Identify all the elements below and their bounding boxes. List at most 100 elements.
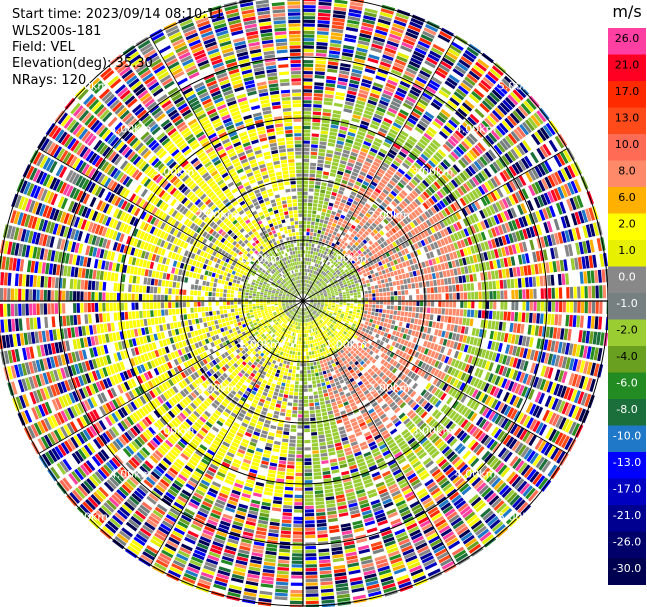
velocity-cell <box>310 225 315 229</box>
velocity-cell <box>303 107 312 111</box>
velocity-cell <box>303 210 307 214</box>
velocity-cell <box>312 126 320 130</box>
velocity-cell <box>308 250 311 254</box>
velocity-cell <box>325 86 335 91</box>
velocity-cell <box>306 268 308 272</box>
velocity-cell <box>312 236 316 240</box>
velocity-cell <box>320 189 326 194</box>
velocity-cell <box>303 19 316 24</box>
velocity-cell <box>327 61 339 66</box>
velocity-cell <box>303 38 315 42</box>
velocity-cell <box>319 145 327 149</box>
velocity-cell <box>303 78 313 82</box>
velocity-cell <box>318 0 332 3</box>
velocity-cell <box>304 272 306 276</box>
velocity-cell <box>314 82 324 86</box>
velocity-cell <box>306 235 310 240</box>
velocity-cell <box>324 90 335 95</box>
velocity-cell <box>315 222 319 226</box>
velocity-cell <box>303 8 316 13</box>
velocity-cell <box>313 100 323 105</box>
velocity-cell <box>305 272 308 276</box>
velocity-cell <box>303 202 308 206</box>
velocity-cell <box>303 191 308 195</box>
velocity-cell <box>313 196 319 200</box>
velocity-cell <box>303 140 310 144</box>
velocity-cell <box>303 243 306 247</box>
velocity-cell <box>303 221 307 225</box>
velocity-cell <box>316 42 328 46</box>
velocity-cell <box>304 287 306 291</box>
velocity-cell <box>317 12 331 17</box>
velocity-cell <box>303 133 311 137</box>
velocity-cell <box>311 221 315 225</box>
velocity-cell <box>314 74 325 79</box>
velocity-cell <box>317 207 322 212</box>
velocity-cell <box>313 89 324 94</box>
velocity-cell <box>327 64 338 70</box>
velocity-cell <box>321 182 327 187</box>
velocity-cell <box>303 180 309 184</box>
velocity-cell <box>305 254 308 258</box>
velocity-cell <box>316 38 328 43</box>
velocity-cell <box>317 159 324 164</box>
velocity-cell <box>319 193 325 197</box>
velocity-cell <box>310 250 314 255</box>
velocity-cell <box>330 32 343 37</box>
velocity-cell <box>303 235 306 239</box>
velocity-cell <box>304 279 305 283</box>
velocity-cell <box>326 79 336 84</box>
velocity-cell <box>312 111 322 116</box>
velocity-cell <box>318 5 332 10</box>
velocity-cell <box>304 265 307 269</box>
velocity-cell <box>310 228 314 233</box>
velocity-cell <box>308 184 315 189</box>
velocity-cell <box>303 63 314 67</box>
velocity-cell <box>330 39 342 44</box>
velocity-cell <box>304 290 306 294</box>
velocity-cell <box>310 151 318 156</box>
velocity-cell <box>311 140 319 145</box>
velocity-cell <box>307 269 310 273</box>
velocity-cell <box>324 94 334 99</box>
velocity-cell <box>303 122 311 126</box>
velocity-cell <box>317 23 330 28</box>
velocity-cell <box>313 96 323 101</box>
velocity-cell <box>304 276 306 280</box>
velocity-cell <box>314 192 320 196</box>
velocity-cell <box>307 257 310 262</box>
velocity-cell <box>320 185 327 190</box>
velocity-cell <box>303 71 313 75</box>
velocity-cell <box>308 265 311 269</box>
velocity-cell <box>311 214 316 218</box>
velocity-cell <box>313 104 322 108</box>
velocity-cell <box>307 217 311 221</box>
velocity-cell <box>315 60 326 65</box>
velocity-cell <box>320 130 329 135</box>
velocity-cell <box>318 200 324 205</box>
velocity-cell <box>308 199 313 203</box>
velocity-cell <box>308 243 312 247</box>
velocity-cell <box>316 214 321 219</box>
velocity-cell <box>312 210 317 215</box>
velocity-cell <box>329 50 341 55</box>
velocity-cell <box>317 27 330 32</box>
velocity-cell <box>314 71 325 76</box>
velocity-cell <box>303 0 316 2</box>
velocity-cell <box>309 258 312 262</box>
velocity-cell <box>308 246 311 251</box>
velocity-cell <box>303 52 314 56</box>
velocity-cell <box>333 10 346 15</box>
velocity-cell <box>329 46 341 52</box>
velocity-cell <box>309 166 316 170</box>
velocity-cell <box>308 195 313 199</box>
velocity-cell <box>319 137 328 142</box>
velocity-cell <box>311 217 316 222</box>
velocity-cell <box>303 114 311 119</box>
velocity-cell <box>303 228 307 232</box>
velocity-cell <box>323 101 333 106</box>
velocity-cell <box>303 96 312 100</box>
velocity-cell <box>303 283 305 287</box>
velocity-cell <box>303 45 314 49</box>
velocity-cell <box>317 203 323 208</box>
